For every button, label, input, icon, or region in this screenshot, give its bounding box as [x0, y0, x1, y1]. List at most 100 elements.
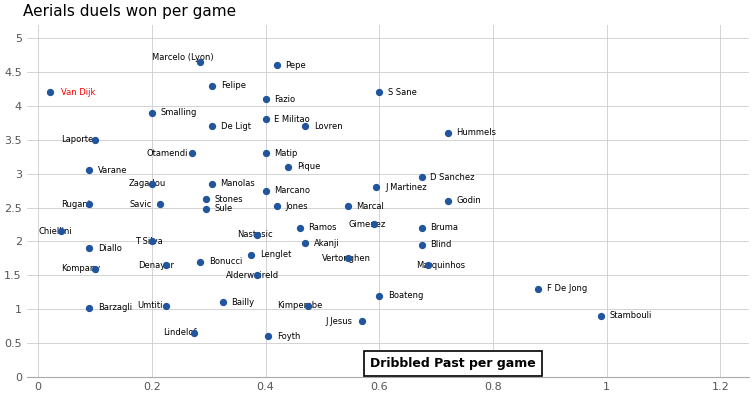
Point: [373, 293, 386, 299]
Text: Dribbled Past per game: Dribbled Past per game: [370, 357, 536, 370]
Text: Manolas: Manolas: [220, 179, 255, 188]
Point: [271, 62, 283, 69]
Point: [245, 252, 258, 258]
Text: Umtiti: Umtiti: [138, 301, 163, 310]
Point: [294, 225, 306, 231]
Point: [260, 187, 272, 194]
Text: E Militao: E Militao: [274, 115, 309, 124]
Text: T Silva: T Silva: [135, 237, 163, 246]
Point: [194, 59, 206, 65]
Text: Kimpembe: Kimpembe: [277, 301, 322, 310]
Point: [532, 286, 544, 292]
Text: J Martinez: J Martinez: [385, 183, 427, 192]
Text: Boateng: Boateng: [388, 291, 423, 300]
Text: Matip: Matip: [274, 149, 297, 158]
Text: Varane: Varane: [98, 166, 127, 175]
Text: Diallo: Diallo: [98, 244, 122, 253]
Point: [188, 330, 200, 336]
Text: Marquinhos: Marquinhos: [416, 261, 465, 270]
Text: Lovren: Lovren: [314, 122, 343, 131]
Text: D Sanchez: D Sanchez: [431, 173, 475, 181]
Point: [416, 174, 428, 180]
Point: [260, 96, 272, 102]
Text: Godin: Godin: [456, 196, 480, 205]
Point: [89, 137, 101, 143]
Text: Lenglet: Lenglet: [260, 250, 291, 259]
Point: [271, 203, 283, 209]
Point: [422, 262, 434, 268]
Point: [300, 240, 312, 247]
Point: [251, 231, 263, 238]
Point: [160, 303, 172, 309]
Point: [200, 196, 212, 202]
Text: Barzagli: Barzagli: [98, 303, 132, 312]
Text: Foyth: Foyth: [277, 332, 300, 341]
Text: Stones: Stones: [215, 195, 243, 204]
Text: Akanji: Akanji: [314, 239, 340, 248]
Point: [342, 255, 354, 261]
Point: [260, 150, 272, 156]
Point: [262, 333, 274, 339]
Text: Stambouli: Stambouli: [609, 312, 652, 320]
Point: [206, 181, 218, 187]
Text: Marcal: Marcal: [356, 202, 385, 211]
Text: J Jesus: J Jesus: [325, 317, 352, 326]
Text: Nastasic: Nastasic: [237, 230, 273, 239]
Point: [300, 123, 312, 129]
Text: Blind: Blind: [431, 240, 452, 249]
Text: Denayer: Denayer: [138, 261, 174, 270]
Point: [206, 82, 218, 89]
Point: [251, 272, 263, 278]
Text: Vertonghen: Vertonghen: [322, 254, 371, 263]
Point: [260, 116, 272, 123]
Point: [282, 164, 294, 170]
Text: De Ligt: De Ligt: [221, 122, 252, 131]
Point: [200, 206, 212, 212]
Text: Pepe: Pepe: [285, 61, 306, 70]
Point: [206, 123, 218, 129]
Text: Marcano: Marcano: [274, 186, 310, 195]
Point: [370, 184, 383, 190]
Point: [367, 221, 380, 228]
Point: [217, 299, 229, 306]
Point: [186, 150, 198, 156]
Point: [55, 228, 67, 234]
Text: Fazio: Fazio: [274, 95, 295, 104]
Point: [84, 201, 96, 207]
Point: [441, 130, 453, 136]
Point: [146, 181, 158, 187]
Point: [595, 313, 607, 319]
Point: [84, 305, 96, 311]
Text: Sule: Sule: [215, 204, 233, 213]
Point: [302, 303, 314, 309]
Text: S Sane: S Sane: [388, 88, 416, 97]
Point: [84, 167, 96, 173]
Text: Zagadou: Zagadou: [129, 179, 166, 188]
Text: Bailly: Bailly: [231, 298, 255, 307]
Text: Otamendi: Otamendi: [146, 149, 187, 158]
Text: F De Jong: F De Jong: [547, 284, 587, 293]
Point: [194, 259, 206, 265]
Point: [146, 109, 158, 116]
Text: Savic: Savic: [129, 200, 151, 209]
Point: [89, 265, 101, 272]
Point: [160, 262, 172, 268]
Text: Bonucci: Bonucci: [209, 257, 242, 266]
Text: Chiellini: Chiellini: [38, 227, 72, 236]
Text: Bruma: Bruma: [431, 223, 459, 232]
Point: [44, 89, 56, 95]
Text: Laporte: Laporte: [61, 135, 93, 144]
Text: Rugani: Rugani: [61, 200, 90, 209]
Text: Lindelof: Lindelof: [163, 328, 197, 337]
Text: Marcelo (Lyon): Marcelo (Lyon): [152, 53, 214, 61]
Point: [416, 225, 428, 231]
Text: Smalling: Smalling: [160, 108, 197, 117]
Text: Van Dijk: Van Dijk: [61, 88, 96, 97]
Text: Jones: Jones: [285, 202, 308, 211]
Point: [342, 203, 354, 209]
Text: Gimenez: Gimenez: [348, 220, 386, 229]
Text: Hummels: Hummels: [456, 128, 496, 137]
Point: [416, 242, 428, 248]
Text: Alderweireld: Alderweireld: [226, 271, 279, 280]
Point: [356, 318, 368, 325]
